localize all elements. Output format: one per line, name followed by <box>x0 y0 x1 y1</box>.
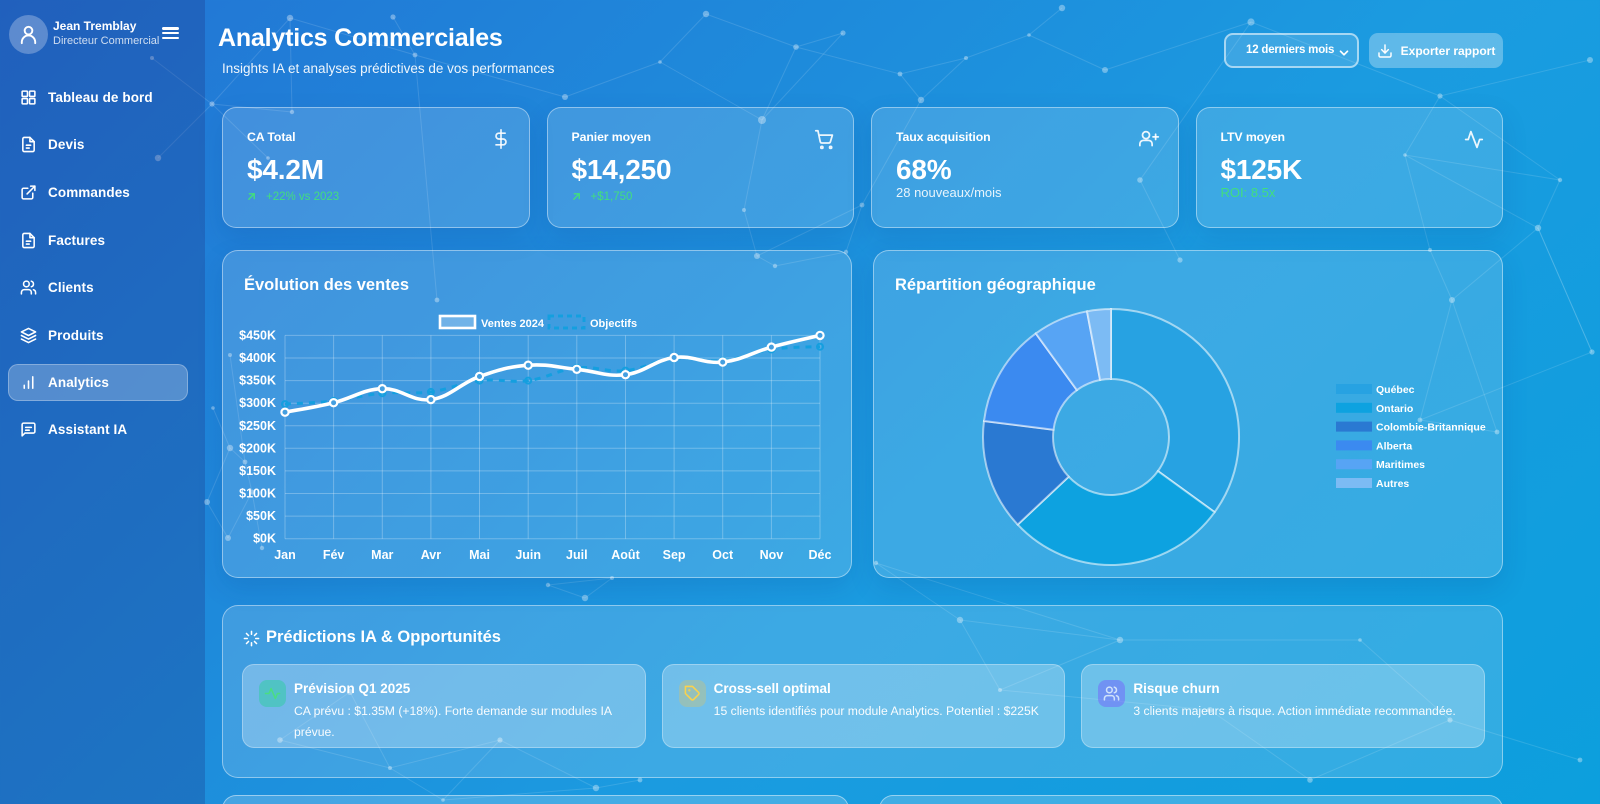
svg-text:$100K: $100K <box>239 487 276 501</box>
svg-text:$0K: $0K <box>253 532 276 546</box>
svg-text:Août: Août <box>611 548 640 562</box>
svg-text:$350K: $350K <box>239 374 276 388</box>
svg-text:$50K: $50K <box>246 509 276 523</box>
svg-text:Avr: Avr <box>421 548 442 562</box>
svg-text:Maritimes: Maritimes <box>1376 459 1425 471</box>
svg-text:Objectifs: Objectifs <box>590 318 637 330</box>
svg-text:Alberta: Alberta <box>1376 440 1412 452</box>
svg-text:Autres: Autres <box>1376 478 1409 490</box>
svg-text:Sep: Sep <box>663 548 686 562</box>
svg-text:$250K: $250K <box>239 419 276 433</box>
svg-text:Fév: Fév <box>323 548 345 562</box>
svg-text:Jan: Jan <box>274 548 296 562</box>
svg-text:Ontario: Ontario <box>1376 403 1413 415</box>
svg-text:Québec: Québec <box>1376 384 1415 396</box>
svg-text:Nov: Nov <box>760 548 784 562</box>
svg-text:Juin: Juin <box>515 548 541 562</box>
svg-text:$300K: $300K <box>239 396 276 410</box>
svg-text:$400K: $400K <box>239 351 276 365</box>
svg-text:$450K: $450K <box>239 328 276 342</box>
svg-text:Mar: Mar <box>371 548 393 562</box>
svg-text:Juil: Juil <box>566 548 588 562</box>
svg-text:$200K: $200K <box>239 441 276 455</box>
svg-text:Mai: Mai <box>469 548 490 562</box>
svg-text:Ventes 2024: Ventes 2024 <box>481 318 545 330</box>
svg-text:$150K: $150K <box>239 464 276 478</box>
svg-text:Colombie-Britannique: Colombie-Britannique <box>1376 422 1486 434</box>
svg-text:Oct: Oct <box>712 548 734 562</box>
svg-text:Déc: Déc <box>809 548 832 562</box>
